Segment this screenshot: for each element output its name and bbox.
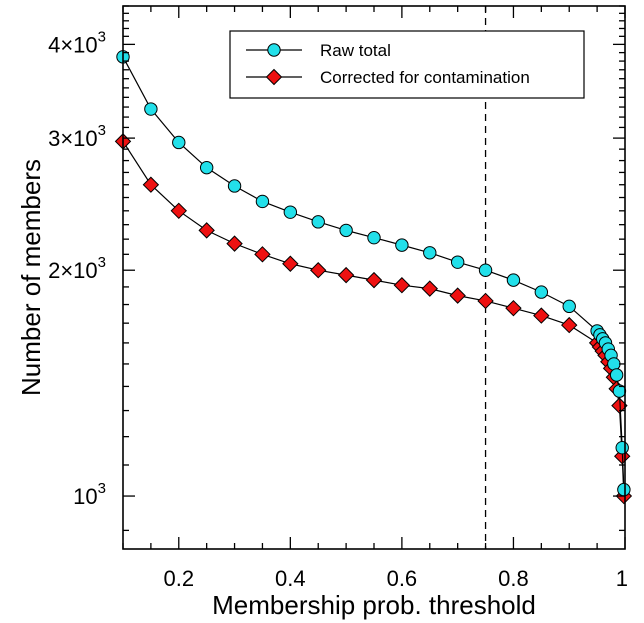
data-point (172, 135, 186, 150)
legend: Raw total Corrected for contamination (229, 30, 585, 99)
data-point (311, 215, 325, 229)
y-tick-label: 103 (73, 480, 106, 509)
data-point (254, 246, 271, 263)
series-layer (114, 50, 633, 505)
data-point (609, 368, 624, 382)
data-point (365, 271, 383, 289)
legend-marker (265, 68, 283, 86)
x-axis-title: Membership prob. threshold (212, 590, 536, 620)
legend-entry: Corrected for contamination (246, 68, 530, 87)
data-point (477, 292, 494, 310)
data-point (506, 273, 521, 287)
legend-label: Raw total (320, 41, 391, 60)
data-point (449, 287, 466, 304)
data-point (423, 246, 437, 260)
data-point (170, 202, 187, 220)
x-tick-label: 0.6 (387, 566, 418, 591)
legend-label: Corrected for contamination (320, 68, 530, 87)
data-point (142, 176, 160, 193)
y-tick-label: 4×103 (48, 28, 106, 57)
legend-box (229, 30, 585, 99)
data-point (534, 285, 549, 299)
data-point (227, 179, 242, 193)
data-point (393, 277, 411, 294)
data-point (617, 482, 631, 497)
tick-labels: 0.2 0.4 0.6 0.8 1 103 2×103 3×103 4×103 (48, 28, 628, 591)
y-tick-label: 2×103 (48, 254, 106, 283)
y-tick-label: 3×103 (48, 122, 106, 151)
data-point (478, 263, 493, 277)
data-point (283, 205, 298, 219)
data-point (337, 266, 355, 284)
x-tick-label: 0.2 (163, 566, 194, 591)
legend-entry: Raw total (246, 41, 391, 60)
y-axis-title: Number of members (16, 159, 46, 396)
data-point (615, 440, 629, 455)
x-tick-label: 0.8 (498, 566, 529, 591)
data-point (562, 299, 576, 314)
data-point (199, 160, 214, 175)
tick-layer (122, 5, 626, 549)
x-tick-label: 1 (616, 566, 628, 591)
data-point (144, 102, 158, 116)
data-point (395, 238, 409, 252)
data-point (561, 316, 578, 334)
data-point (310, 262, 327, 279)
series-line (122, 141, 625, 497)
x-tick-label: 0.4 (275, 566, 306, 591)
data-point (367, 230, 381, 245)
series-corrected (114, 133, 633, 505)
data-point (607, 357, 621, 371)
data-point (282, 255, 299, 272)
data-point (198, 222, 215, 239)
data-point (255, 194, 270, 209)
data-point (421, 280, 438, 297)
data-point (505, 299, 522, 317)
data-point (339, 223, 353, 238)
data-point (533, 307, 550, 324)
data-point (226, 235, 243, 252)
data-point (450, 255, 465, 269)
legend-marker (267, 43, 281, 57)
